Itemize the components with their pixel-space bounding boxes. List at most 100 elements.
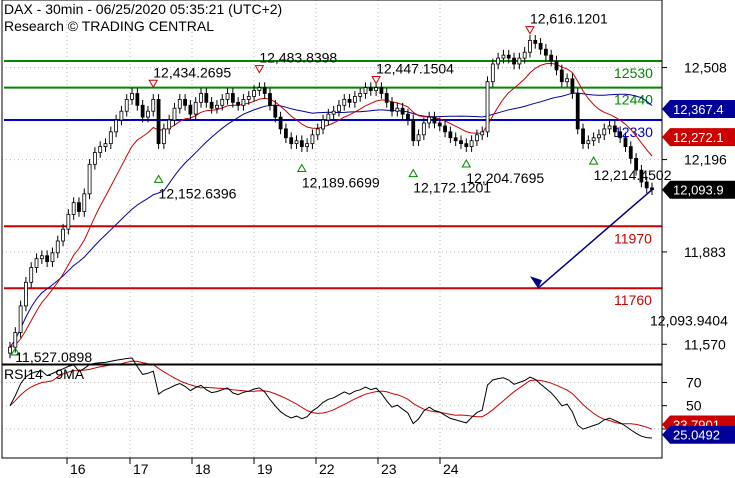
candle-body (331, 110, 336, 115)
candle-body (517, 57, 522, 65)
candle-body (215, 104, 219, 109)
y-tick-label: 11,883 (684, 244, 726, 260)
candle-body (522, 51, 527, 59)
projection-arrow (537, 189, 653, 289)
candle-body (342, 99, 347, 106)
swing-low-marker (296, 163, 307, 172)
candle-body (98, 146, 103, 153)
candle-body (496, 57, 501, 65)
candle-body (294, 140, 299, 145)
rsi-ma-line (9, 360, 653, 430)
candle-body (183, 99, 187, 106)
candle-body (565, 78, 570, 83)
last-price-label: 12,093.9404 (650, 313, 728, 329)
price-frame (1, 0, 663, 365)
x-tick-label: 18 (195, 461, 211, 477)
candle-body (177, 99, 182, 109)
candle-body (411, 119, 416, 142)
candle-body (554, 60, 559, 71)
level-label-12440: 12440 (614, 92, 653, 108)
candle-body (501, 54, 506, 59)
candle-body (559, 69, 564, 83)
candle-body (406, 113, 410, 121)
candle-body (262, 87, 267, 94)
candle-body (140, 104, 145, 118)
swing-low-marker (408, 168, 419, 178)
candle-body (167, 119, 172, 130)
candle-body (602, 128, 607, 136)
candle-body (310, 134, 315, 145)
candle-body (586, 140, 591, 145)
candle-body (427, 116, 432, 124)
candle-body (278, 116, 283, 130)
chart-title: DAX - 30min - 06/25/2020 05:35:21 (UTC+2… (4, 1, 282, 17)
candle-body (384, 93, 389, 103)
fast-ma-line (9, 62, 653, 348)
swing-high-label: 12,483.8398 (259, 50, 337, 66)
candle-body (199, 93, 203, 103)
swing-low-marker (10, 346, 21, 356)
rsi-frame (1, 364, 663, 459)
swing-high-label: 12,434.2695 (153, 64, 231, 80)
candle-body (490, 63, 495, 83)
candle-body (400, 107, 405, 115)
projection-arrow-head (530, 276, 542, 289)
candle-body (103, 143, 108, 147)
candle-body (549, 54, 554, 62)
candle-body (480, 131, 485, 136)
y-tick-label: 11,570 (684, 336, 726, 352)
candle-body (644, 181, 649, 189)
price-tag-12,367.4: 12,367.4 (673, 102, 724, 117)
candle-body (188, 104, 193, 115)
swing-low-label: 12,172.1201 (413, 180, 491, 196)
candle-body (273, 104, 278, 118)
price-tag-12,272.1: 12,272.1 (673, 130, 724, 145)
candle-body (45, 255, 50, 263)
candle-body (146, 110, 150, 118)
candle-body (225, 93, 230, 100)
candle-body (618, 131, 623, 139)
candle-body (130, 93, 134, 100)
x-tick-label: 24 (443, 461, 459, 477)
price-tag-12,093.9-bg (662, 180, 735, 199)
candle-body (363, 87, 368, 94)
candle-body (55, 240, 60, 254)
candle-body (432, 116, 437, 124)
candle-body (77, 202, 81, 212)
grid (2, 0, 662, 458)
candle-body (13, 332, 18, 348)
candle-body (570, 78, 575, 94)
candle-body (34, 258, 39, 268)
swing-high-marker (371, 75, 381, 85)
candle-body (92, 152, 97, 165)
candle-body (395, 107, 400, 112)
swing-low-marker (153, 174, 164, 183)
candle-body (209, 101, 214, 109)
candle-body (485, 81, 490, 133)
candle-body (347, 99, 352, 103)
candle-body (151, 99, 156, 112)
candle-body (352, 96, 357, 103)
rsi-tag-25.0492: 25.0492 (673, 428, 720, 443)
candle-body (87, 163, 92, 195)
candle-body (591, 137, 596, 142)
swing-low-label: 12,204.7695 (466, 170, 544, 186)
candle-body (252, 90, 256, 97)
candle-body (512, 57, 516, 65)
level-label-11970: 11970 (614, 230, 652, 246)
candle-body (368, 87, 373, 91)
candle-body (156, 99, 161, 145)
candle-body (639, 169, 644, 183)
candle-body (204, 93, 209, 103)
rsi-title: RSI14 - 9MA (4, 366, 85, 382)
slow-ma-line (9, 92, 653, 348)
candle-body (326, 113, 331, 121)
candle-body (374, 87, 378, 91)
candle-body (82, 193, 87, 212)
candle-body (119, 110, 124, 121)
price-tag-12,367.4-bg (662, 100, 735, 119)
level-label-11760: 11760 (614, 292, 652, 308)
candle-body (634, 157, 638, 171)
candle-body (220, 99, 225, 106)
